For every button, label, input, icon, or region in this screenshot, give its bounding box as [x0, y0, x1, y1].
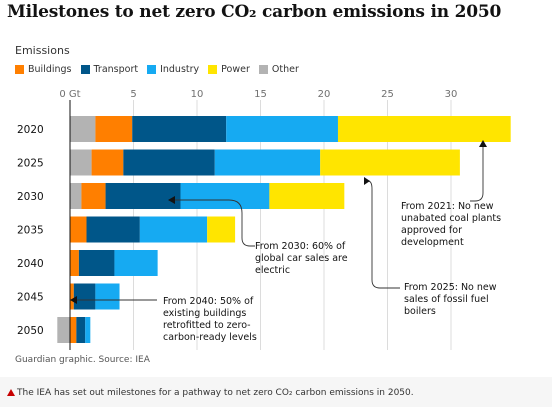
arrowhead-2025 — [364, 177, 370, 185]
bar-transport-2035 — [86, 216, 140, 243]
bar-buildings-2025 — [91, 149, 124, 176]
arrowhead-2040 — [70, 296, 77, 304]
annotation-2030-line3: electric — [255, 265, 290, 276]
bar-buildings-2040 — [70, 250, 79, 276]
legend-item-power: Power — [208, 64, 250, 75]
annotation-2021-line2: unabated coal plants — [401, 213, 501, 224]
caption-triangle-icon — [7, 389, 15, 396]
legend-label-buildings: Buildings — [28, 64, 72, 75]
bar-industry-2035 — [139, 216, 208, 243]
annotation-2040-line3: retrofitted to zero- — [163, 320, 251, 331]
bar-power-2035 — [207, 216, 236, 243]
legend-swatch-other — [258, 65, 268, 74]
y-category-label: 2035 — [17, 225, 44, 237]
annotation-2030-line1: From 2030: 60% of — [255, 241, 346, 252]
x-tick-label: 15 — [254, 89, 267, 100]
bar-other-2030 — [70, 183, 82, 209]
y-category-label: 2040 — [17, 258, 44, 270]
legend-swatch-industry — [147, 65, 157, 74]
caption-bar — [0, 377, 552, 407]
annotation-2040-line4: carbon-ready levels — [163, 332, 257, 343]
legend-item-transport: Transport — [80, 64, 139, 75]
chart-title: Milestones to net zero CO₂ carbon emissi… — [7, 2, 502, 22]
bar-other-2050 — [57, 317, 70, 343]
annotation-2021-line1: From 2021: No new — [401, 201, 494, 212]
bar-industry-2020 — [226, 116, 338, 142]
annotation-2021: From 2021: No new unabated coal plants a… — [401, 201, 504, 248]
bar-industry-2050 — [85, 317, 91, 343]
y-category-label: 2045 — [17, 292, 44, 304]
legend-item-other: Other — [258, 64, 299, 75]
connector-2030 — [173, 199, 255, 247]
annotation-2040-line2: existing buildings — [163, 308, 246, 319]
y-category-label: 2050 — [17, 325, 44, 337]
bar-buildings-2045 — [70, 283, 74, 310]
bar-buildings-2020 — [95, 116, 133, 142]
bar-industry-2045 — [95, 283, 120, 310]
x-tick-label: 30 — [445, 89, 458, 100]
bar-transport-2025 — [123, 149, 215, 176]
caption-text: The IEA has set out milestones for a pat… — [17, 388, 414, 398]
legend-item-buildings: Buildings — [15, 64, 72, 75]
x-tick-label: 25 — [381, 89, 394, 100]
y-category-label: 2025 — [17, 158, 44, 170]
legend-swatch-buildings — [15, 65, 24, 74]
y-axis-label: Emissions — [15, 44, 70, 57]
annotation-2025-line2: sales of fossil fuel — [404, 294, 489, 305]
annotation-2040-line1: From 2040: 50% of — [163, 296, 254, 307]
bar-buildings-2050 — [70, 317, 77, 343]
bar-transport-2050 — [76, 317, 86, 343]
legend-label-transport: Transport — [93, 64, 139, 75]
annotation-2025-line1: From 2025: No new — [404, 282, 497, 293]
y-category-label: 2020 — [17, 124, 44, 136]
x-tick-label: 10 — [191, 89, 204, 100]
bar-buildings-2030 — [81, 183, 106, 209]
x-tick-label: 20 — [318, 89, 331, 100]
x-tick-label: 0 Gt — [59, 89, 80, 100]
legend-swatch-transport — [80, 65, 90, 74]
x-tick-label: 5 — [130, 89, 136, 100]
source-note: Guardian graphic. Source: IEA — [15, 355, 150, 365]
bar-transport-2030 — [105, 183, 181, 209]
annotation-2030: From 2030: 60% of global car sales are e… — [255, 241, 351, 276]
bar-power-2020 — [337, 116, 511, 142]
bar-other-2020 — [70, 116, 96, 142]
annotation-2030-line2: global car sales are — [255, 253, 348, 264]
bar-power-2025 — [320, 149, 460, 176]
annotation-2021-line3: approved for — [401, 225, 462, 236]
connector-2021 — [470, 143, 484, 202]
bar-industry-2030 — [180, 183, 270, 209]
bar-transport-2020 — [132, 116, 227, 142]
legend-label-industry: Industry — [160, 64, 200, 75]
legend-label-other: Other — [271, 64, 299, 75]
annotation-connectors — [70, 140, 487, 304]
annotation-2025-line3: boilers — [404, 306, 436, 317]
legend-label-power: Power — [221, 64, 250, 75]
connector-2025 — [367, 180, 400, 289]
legend-item-industry: Industry — [147, 64, 199, 75]
x-axis-ticks: 0 Gt 5 10 15 20 25 30 — [59, 89, 457, 100]
annotation-2040: From 2040: 50% of existing buildings ret… — [163, 296, 257, 343]
y-axis-categories: 2020 2025 2030 2035 2040 2045 2050 — [17, 124, 44, 337]
bar-industry-2040 — [114, 250, 158, 276]
y-category-label: 2030 — [17, 191, 44, 203]
bar-transport-2045 — [73, 283, 96, 310]
annotation-2021-line4: development — [401, 237, 464, 248]
bars — [57, 116, 511, 343]
bar-other-2025 — [70, 149, 92, 176]
bar-transport-2040 — [78, 250, 115, 276]
bar-power-2030 — [269, 183, 345, 209]
legend-swatch-power — [208, 65, 218, 74]
arrowhead-2030 — [168, 196, 175, 204]
legend: Buildings Transport Industry Power Other — [15, 64, 299, 75]
annotation-2025: From 2025: No new sales of fossil fuel b… — [404, 282, 500, 317]
bar-industry-2025 — [214, 149, 321, 176]
arrowhead-2021 — [479, 140, 487, 147]
bar-buildings-2035 — [70, 216, 87, 243]
